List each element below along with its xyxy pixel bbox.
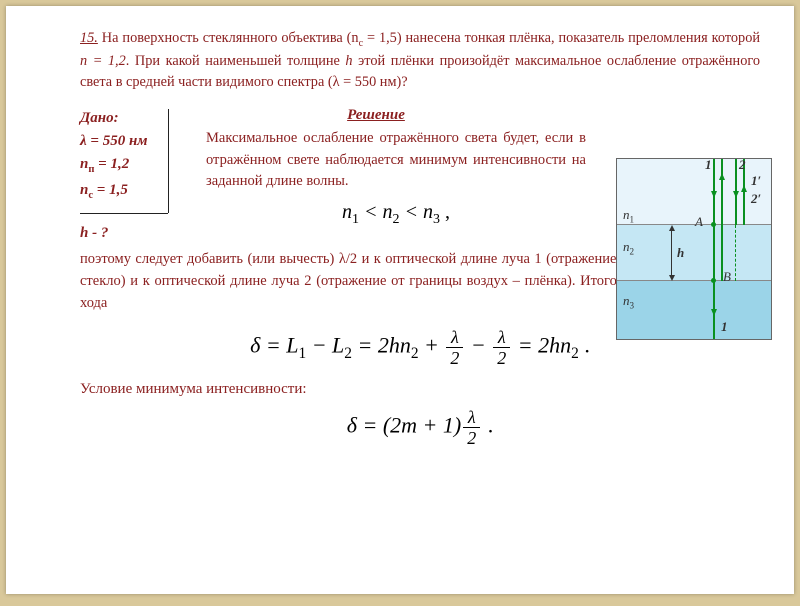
df-dot: . <box>579 333 590 358</box>
df-s4: 2 <box>571 345 579 362</box>
ray-2-arrow-up <box>741 185 747 192</box>
frac-3: λ2 <box>463 408 480 447</box>
df-plus: + <box>419 333 445 358</box>
n-eq: n = 1,2 <box>80 53 126 69</box>
given-lambda: λ = 550 нм <box>80 130 200 153</box>
df-eq: = 2hn <box>512 333 571 358</box>
given-nc-post: = 1,5 <box>93 182 128 198</box>
min-condition-label: Условие минимума интенсивности: <box>80 381 760 398</box>
ray-2-dashed <box>735 225 736 281</box>
df-lam2: λ <box>498 327 506 347</box>
layer-air <box>617 159 771 225</box>
label-n1: n1 <box>623 207 634 225</box>
df-m1: − L <box>306 333 344 358</box>
given-title: Дано: <box>80 107 200 130</box>
given-block: Дано: λ = 550 нм nп = 1,2 nс = 1,5 h - ? <box>80 107 200 245</box>
ray-1-down <box>713 159 715 281</box>
problem-text-2: = 1,5) нанесена тонкая плёнка, показател… <box>363 30 760 46</box>
label-ray-1p: 1′ <box>751 173 761 189</box>
f-n3s: 3 <box>433 212 440 227</box>
label-ray-bottom: 1 <box>721 319 728 335</box>
layer-film <box>617 225 771 281</box>
label-ray-2: 2 <box>739 157 746 173</box>
df-minus: − <box>465 333 491 358</box>
df-lhs: δ = L <box>250 333 298 358</box>
problem-number: 15. <box>80 30 98 46</box>
boundary-bottom <box>617 280 771 281</box>
f-n1: n <box>342 201 352 223</box>
point-a-dot <box>711 222 716 227</box>
df-s3: 2 <box>411 345 419 362</box>
f-comma: , <box>440 201 450 223</box>
given-np: nп = 1,2 <box>80 153 200 178</box>
h-arrow-line <box>671 229 672 277</box>
f-lt1: < n <box>359 201 393 223</box>
label-h: h <box>677 245 684 261</box>
label-n2: n2 <box>623 239 634 257</box>
n2-s: 2 <box>630 247 635 257</box>
given-nc: nс = 1,5 <box>80 179 200 204</box>
given-question: h - ? <box>80 222 200 245</box>
df-two1: 2 <box>446 347 463 367</box>
solution-p1: Максимальное ослабление отражённого свет… <box>206 128 586 193</box>
ray-2-arrow-down <box>733 191 739 198</box>
h-arrow-down <box>669 275 675 281</box>
mf-lhs: δ = (2m + 1) <box>347 413 461 438</box>
problem-text-1: На поверхность стеклянного объектива (n <box>98 30 359 46</box>
min-condition-formula: δ = (2m + 1)λ2 . <box>80 408 760 447</box>
boundary-top <box>617 224 771 225</box>
solution-title: Решение <box>166 107 586 124</box>
slide: 15. На поверхность стеклянного объектива… <box>6 6 794 594</box>
given-divider-h <box>80 213 168 214</box>
n1-s: 1 <box>630 215 635 225</box>
inequality-formula: n1 < n2 < n3 , <box>206 201 586 228</box>
n3-s: 3 <box>630 301 635 311</box>
label-b: B <box>723 269 731 285</box>
h-symbol: h <box>345 53 352 69</box>
df-lam1: λ <box>451 327 459 347</box>
df-m2: = 2hn <box>352 333 411 358</box>
ray-1-arrow-down <box>711 191 717 198</box>
h-arrow-up <box>669 225 675 231</box>
frac-1: λ2 <box>446 328 463 367</box>
problem-statement: 15. На поверхность стеклянного объектива… <box>80 28 760 93</box>
f-n1s: 1 <box>352 212 359 227</box>
problem-text-3: . При какой наименьшей толщине <box>126 53 346 69</box>
mf-dot: . <box>482 413 493 438</box>
ray-refracted-arrow <box>711 309 717 316</box>
point-b-dot <box>711 278 716 283</box>
label-a: A <box>695 214 703 230</box>
label-ray-2p: 2′ <box>751 191 761 207</box>
layer-glass <box>617 281 771 339</box>
label-ray-1: 1 <box>705 157 712 173</box>
label-n3: n3 <box>623 293 634 311</box>
given-divider-v <box>168 109 169 213</box>
mf-two: 2 <box>463 427 480 447</box>
f-n2s: 2 <box>393 212 400 227</box>
f-lt2: < n <box>400 201 434 223</box>
df-two2: 2 <box>493 347 510 367</box>
frac-2: λ2 <box>493 328 510 367</box>
df-s2: 2 <box>344 345 352 362</box>
mf-lam: λ <box>468 407 476 427</box>
ray-1-arrow-up <box>719 173 725 180</box>
given-np-post: = 1,2 <box>94 156 129 172</box>
ray-diagram: n1 n2 n3 A B h 1 2 1′ 2′ 1 <box>616 158 772 340</box>
